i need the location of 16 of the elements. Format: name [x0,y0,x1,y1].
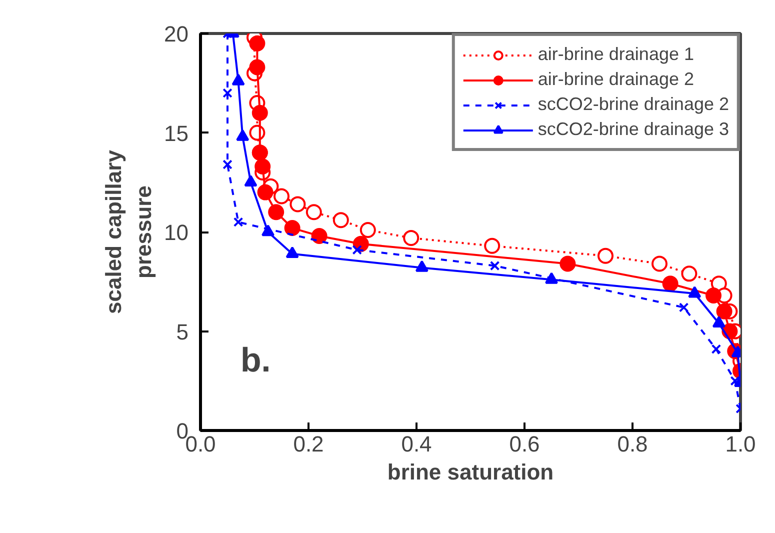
x-axis-title: brine saturation [387,460,554,484]
x-tick-label: 1.0 [725,432,756,456]
x-tick-label: 0.8 [617,432,648,456]
y-tick-label: 10 [164,220,189,245]
y-tick-label: 5 [176,319,189,344]
legend-label: air-brine drainage 1 [538,44,694,65]
y-axis-title: scaled capillary pressure [101,149,156,314]
x-tick-label: 0.6 [509,432,540,456]
x-tick-label: 0.2 [293,432,324,456]
y-tick-label: 20 [164,22,189,46]
legend-label: air-brine drainage 2 [538,69,694,90]
legend-label: scCO2-brine drainage 3 [538,119,729,140]
legend-label: scCO2-brine drainage 2 [538,94,729,115]
x-tick-label: 0.4 [401,432,432,456]
y-tick-label: 15 [164,120,189,146]
annotation: b. [240,342,271,380]
